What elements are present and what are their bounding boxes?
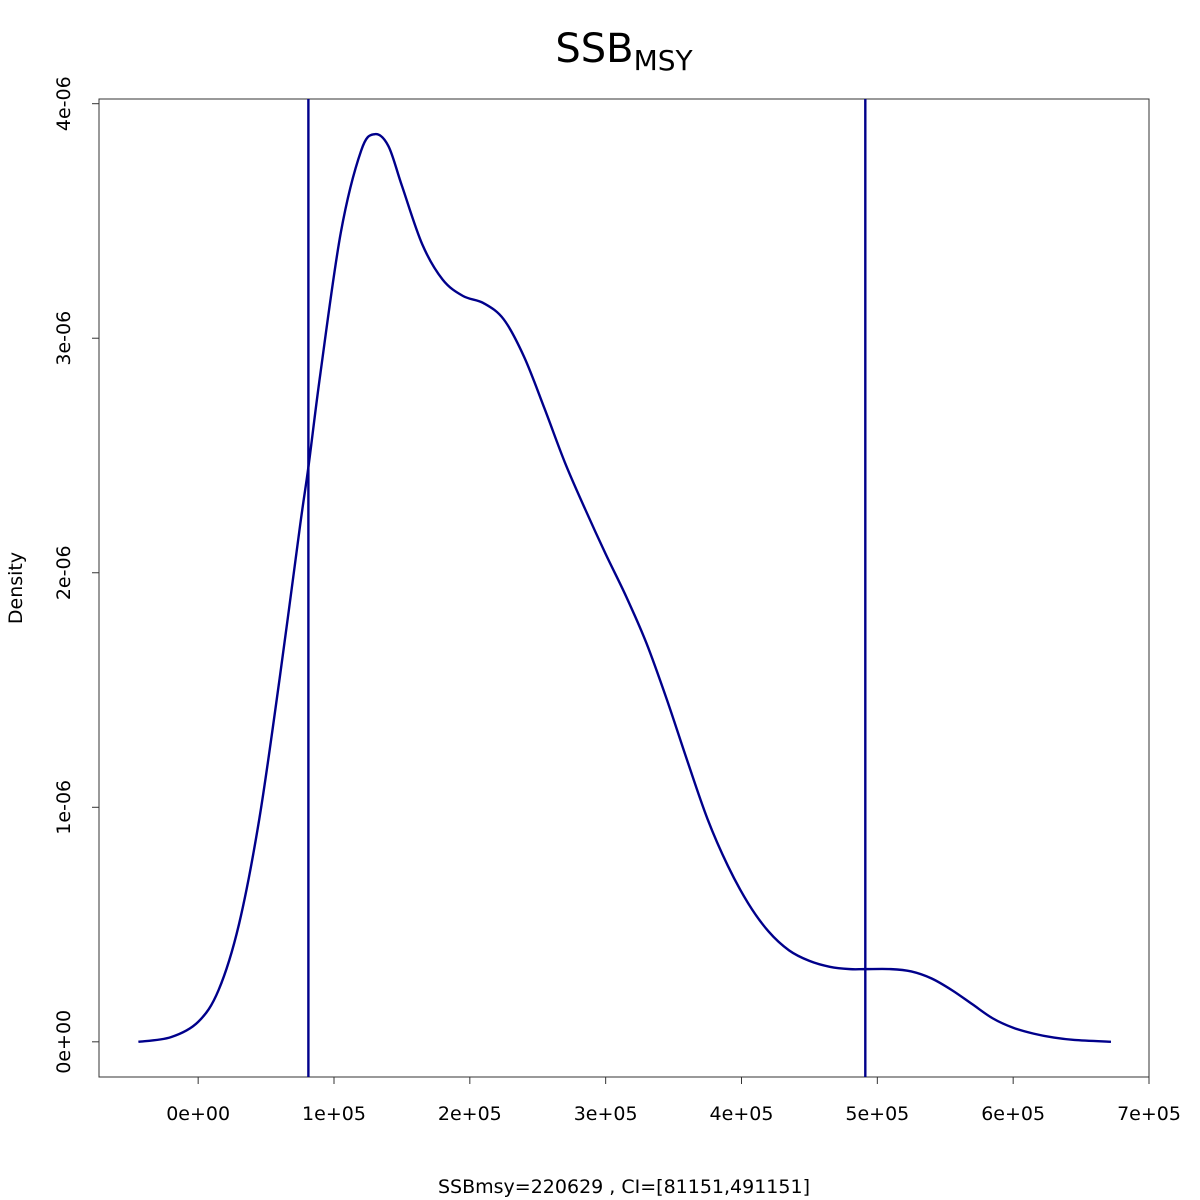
y-tick-label: 2e-06 [53, 545, 75, 600]
x-tick-label: 5e+05 [845, 1103, 909, 1125]
y-tick-label: 1e-06 [53, 780, 75, 835]
chart-title-main: SSB [555, 26, 633, 72]
x-tick-label: 7e+05 [1117, 1103, 1181, 1125]
y-axis-label: Density [5, 552, 27, 624]
x-tick-label: 3e+05 [574, 1103, 638, 1125]
density-curve [138, 132, 1112, 1044]
x-tick-label: 0e+00 [166, 1103, 230, 1125]
x-axis-label: SSBmsy=220629 , CI=[81151,491151] [438, 1176, 810, 1198]
x-tick-label: 6e+05 [981, 1103, 1045, 1125]
plot-marks [138, 99, 1112, 1077]
y-tick-label: 4e-06 [53, 76, 75, 131]
chart-title: SSBMSY [555, 26, 693, 77]
x-tick-label: 1e+05 [302, 1103, 366, 1125]
y-tick-label: 0e+00 [53, 1010, 75, 1074]
y-tick-label: 3e-06 [53, 311, 75, 366]
x-tick-label: 4e+05 [710, 1103, 774, 1125]
plot-frame [98, 98, 1150, 1078]
axes: 0e+00 1e+05 2e+05 3e+05 4e+05 5e+05 6e+05 7e+05… [53, 76, 1181, 1125]
chart-title-subscript: MSY [634, 44, 694, 77]
x-tick-label: 2e+05 [438, 1103, 502, 1125]
